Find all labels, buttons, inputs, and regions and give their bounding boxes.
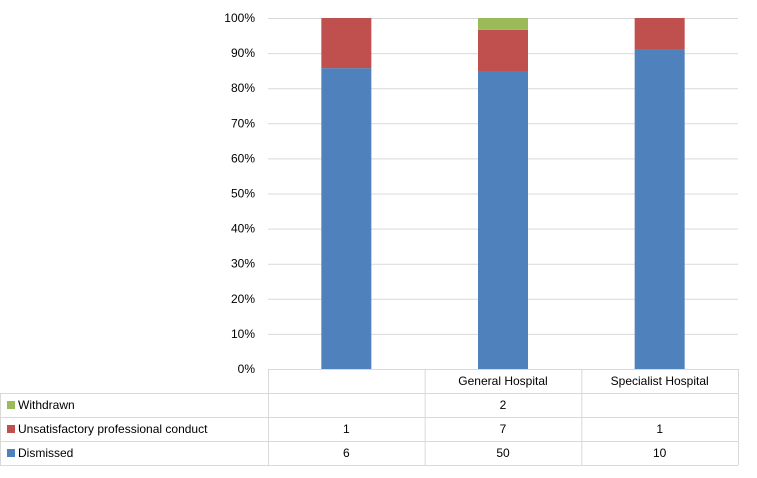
legend-label: Unsatisfactory professional conduct [18,422,208,436]
bar-segment-unsatisfactory-professional-conduct [478,29,528,72]
y-tick-label: 70% [231,116,255,130]
data-table-value: 10 [653,446,667,460]
y-tick-label: 40% [231,222,255,236]
legend-swatch-withdrawn [7,401,15,409]
x-category-label: Specialist Hospital [611,374,709,388]
y-tick-label: 0% [238,362,256,376]
legend-swatch-dismissed [7,449,15,457]
x-category-label: General Hospital [458,374,547,388]
bar-segment-dismissed [478,71,528,370]
data-table-value: 2 [500,398,507,412]
data-table-value: 6 [343,446,350,460]
bar-segment-dismissed [321,68,372,370]
legend-swatch-unsatisfactory-professional-conduct [7,425,15,433]
bar-segment-unsatisfactory-professional-conduct [634,18,685,50]
data-table-value: 7 [500,422,507,436]
data-table-value: 50 [496,446,510,460]
y-tick-label: 100% [224,11,255,25]
y-tick-label: 10% [231,327,255,341]
bar-segment-unsatisfactory-professional-conduct [321,18,372,69]
y-tick-label: 60% [231,151,255,165]
y-tick-label: 90% [231,46,255,60]
y-tick-label: 50% [231,187,255,201]
bar-segment-dismissed [634,49,685,370]
legend-label: Dismissed [18,446,73,460]
y-tick-label: 80% [231,81,255,95]
data-table-value: 1 [343,422,350,436]
legend-label: Withdrawn [18,398,75,412]
data-table-value: 1 [656,422,663,436]
y-tick-label: 30% [231,257,255,271]
y-tick-label: 20% [231,292,255,306]
bar-segment-withdrawn [478,18,528,30]
